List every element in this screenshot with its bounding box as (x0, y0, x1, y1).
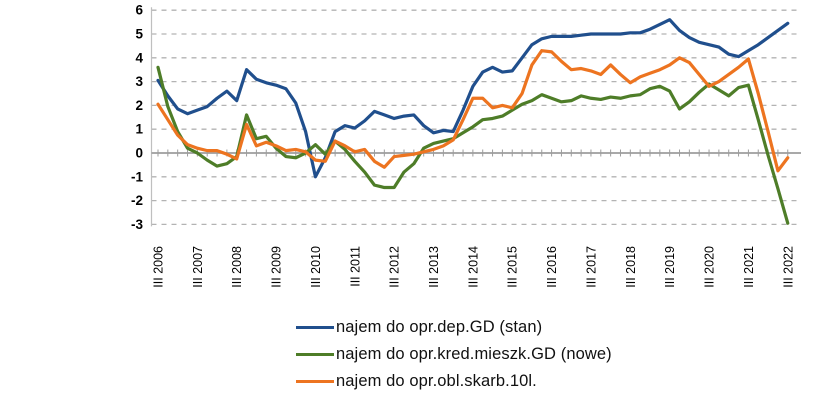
legend-label-kred-mieszk: najem do opr.kred.mieszk.GD (nowe) (336, 345, 612, 363)
y-axis-labels: 6 5 4 3 2 1 0 -1 -2 -3 (131, 3, 144, 232)
svg-text:III 2014: III 2014 (466, 246, 480, 288)
svg-text:-2: -2 (131, 193, 143, 208)
chart-legend: najem do opr.dep.GD (stan) najem do opr.… (296, 317, 612, 392)
svg-text:4: 4 (135, 50, 143, 65)
svg-text:III 2006: III 2006 (152, 246, 166, 288)
svg-text:-3: -3 (131, 217, 143, 232)
svg-text:III 2010: III 2010 (309, 246, 323, 288)
svg-text:III 2019: III 2019 (663, 246, 677, 288)
svg-text:III 2020: III 2020 (703, 246, 717, 288)
x-axis-labels: III 2006 III 2007 III 2008 III 2009 III 2010… (152, 246, 796, 288)
svg-text:III 2017: III 2017 (584, 246, 598, 288)
legend-line-swatch-blue (296, 325, 334, 330)
svg-text:-1: -1 (131, 169, 143, 184)
svg-text:III 2008: III 2008 (230, 246, 244, 288)
svg-text:III 2009: III 2009 (270, 246, 284, 288)
line-chart-canvas: 6 5 4 3 2 1 0 -1 -2 -3 III 2006 III 2007 III 2008 III… (131, 3, 801, 288)
svg-text:III 2013: III 2013 (427, 246, 441, 288)
svg-text:III 2016: III 2016 (545, 246, 559, 288)
svg-text:2: 2 (135, 98, 143, 113)
series-line-0 (156, 18, 790, 179)
legend-line-swatch-green (296, 352, 334, 357)
svg-text:III 2018: III 2018 (624, 246, 638, 288)
svg-text:0: 0 (135, 146, 143, 161)
svg-text:5: 5 (135, 27, 143, 42)
series-line-2 (156, 49, 790, 173)
legend-label-obl-skarb: najem do opr.obl.skarb.10l. (336, 372, 537, 390)
series-line-1 (156, 65, 790, 225)
svg-text:3: 3 (135, 74, 143, 89)
svg-text:III 2015: III 2015 (506, 246, 520, 288)
legend-item-obl-skarb: najem do opr.obl.skarb.10l. (296, 371, 612, 392)
svg-text:III 2022: III 2022 (781, 246, 795, 288)
svg-text:III 2011: III 2011 (348, 246, 362, 287)
legend-item-dep: najem do opr.dep.GD (stan) (296, 317, 612, 338)
legend-label-dep: najem do opr.dep.GD (stan) (336, 318, 543, 336)
zero-axis (151, 149, 801, 157)
svg-text:6: 6 (135, 3, 143, 18)
svg-text:1: 1 (135, 122, 143, 137)
svg-text:III 2007: III 2007 (191, 246, 205, 288)
svg-text:III 2012: III 2012 (388, 246, 402, 288)
legend-line-swatch-orange (296, 379, 334, 384)
svg-text:III 2021: III 2021 (742, 246, 756, 288)
legend-item-kred-mieszk: najem do opr.kred.mieszk.GD (nowe) (296, 344, 612, 365)
